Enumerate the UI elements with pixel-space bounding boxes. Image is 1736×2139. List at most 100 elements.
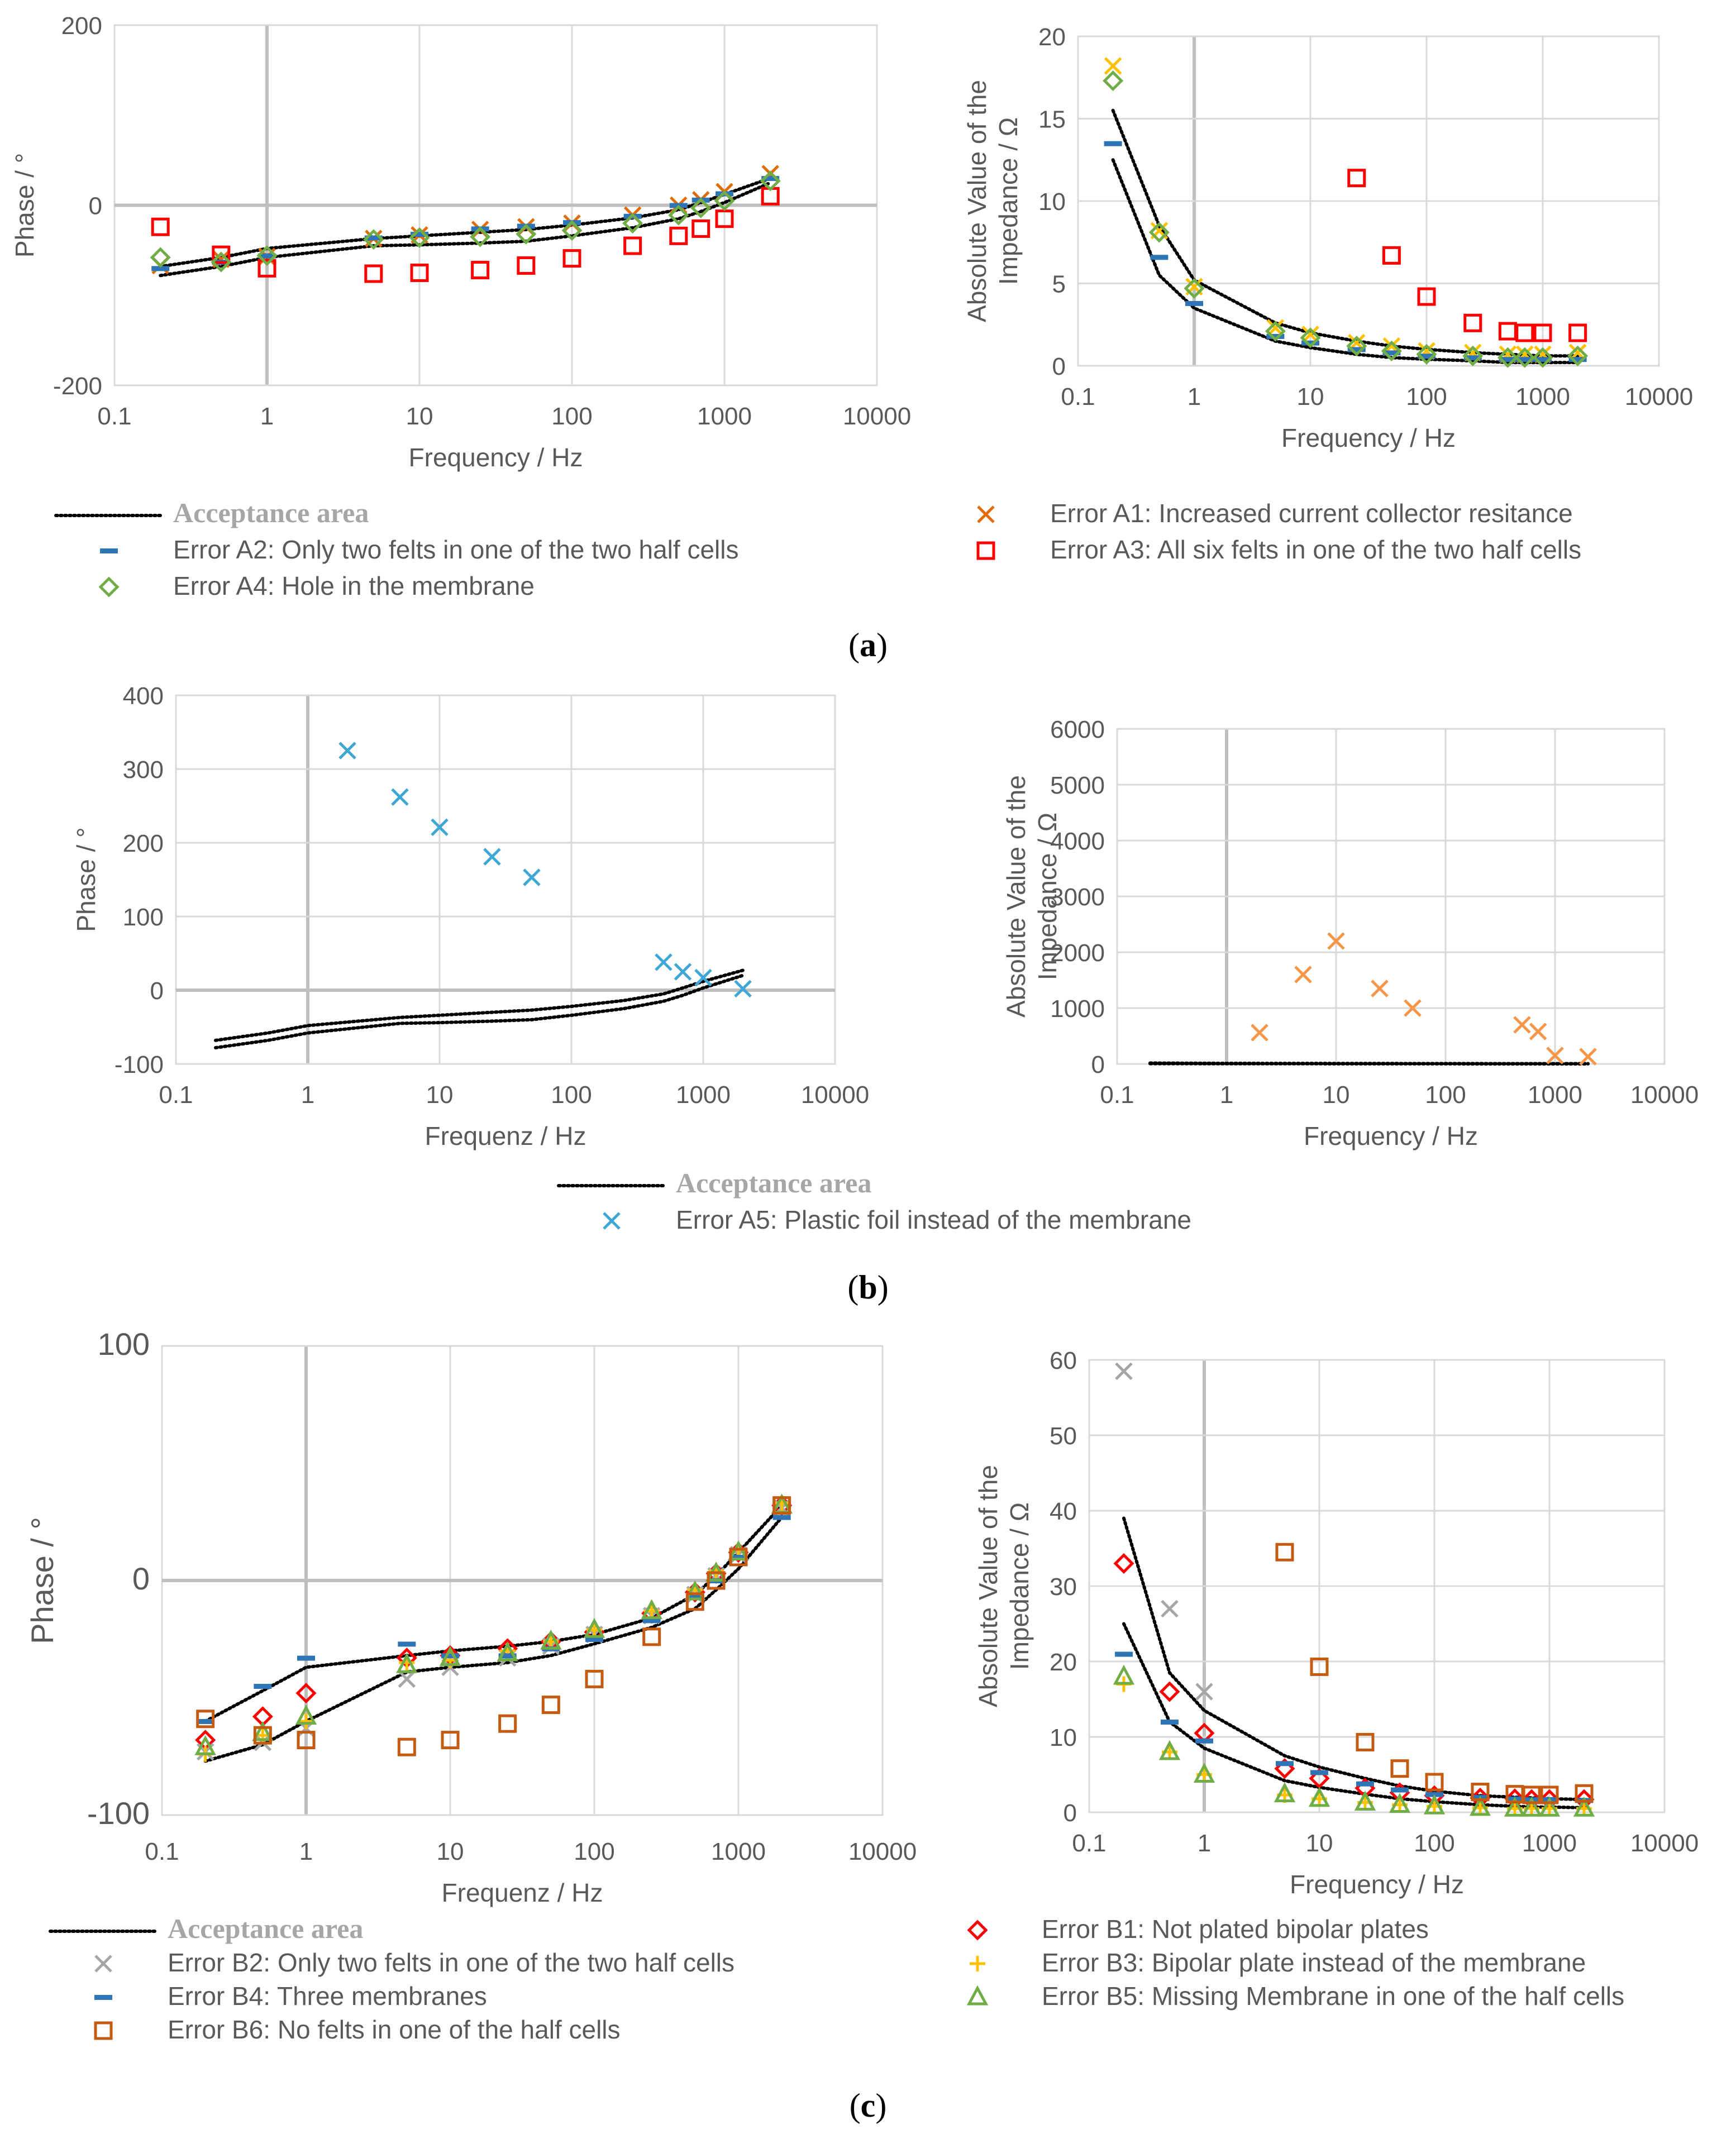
legend-b: Acceptance area Error A5: Plastic foil in… bbox=[557, 1167, 1191, 1234]
data-point-A3 bbox=[517, 256, 536, 275]
data-point-B6 bbox=[642, 1627, 661, 1646]
data-point-A4 bbox=[1346, 336, 1367, 357]
data-point-B3 bbox=[298, 1713, 314, 1729]
x-tick-label: 10000 bbox=[848, 1838, 917, 1865]
y-tick-label: -100 bbox=[115, 1051, 164, 1078]
legend-item-B3: Error B3: Bipolar plate instead of the m… bbox=[970, 1948, 1586, 1977]
y-tick-label: 0 bbox=[132, 1561, 150, 1596]
data-point-B6 bbox=[253, 1726, 272, 1745]
data-point-A4 bbox=[690, 197, 712, 218]
y-tick-label: -200 bbox=[53, 373, 102, 400]
legend-marker-A5 bbox=[603, 1212, 621, 1230]
y-tick-label: 300 bbox=[123, 756, 164, 784]
y-tick-label: 20 bbox=[1038, 23, 1066, 51]
x-axis-title: Frequency / Hz bbox=[1281, 423, 1456, 452]
plot-area bbox=[175, 694, 836, 1065]
y-axis-title: Absolute Value of theImpedance / Ω bbox=[1001, 775, 1062, 1018]
x-tick-label: 10000 bbox=[1630, 1081, 1699, 1109]
data-point-A2 bbox=[1534, 357, 1552, 362]
legend-label: Error A1: Increased current collector re… bbox=[1050, 499, 1573, 528]
x-tick-label: 1 bbox=[299, 1838, 313, 1865]
data-point-B6 bbox=[1471, 1783, 1490, 1802]
data-point-B4 bbox=[1390, 1787, 1409, 1793]
data-point-A3 bbox=[212, 245, 231, 264]
y-tick-label: 0 bbox=[89, 193, 102, 220]
data-point-A5 bbox=[483, 848, 501, 866]
data-point-B4 bbox=[1275, 1761, 1294, 1766]
x-tick-label: 1 bbox=[1198, 1830, 1211, 1857]
data-point-A5 bbox=[1529, 1023, 1547, 1040]
data-point-B1 bbox=[1113, 1553, 1134, 1574]
x-tick-label: 1000 bbox=[1515, 383, 1570, 410]
legend-marker-A3 bbox=[976, 541, 995, 560]
legend-item-B1: Error B1: Not plated bipolar plates bbox=[967, 1914, 1429, 1944]
data-point-B6 bbox=[397, 1737, 416, 1756]
data-point-A2 bbox=[761, 176, 780, 182]
chart-c-phase: 0.1 1 10 100 1000 10000 -100 0 100 Frequenz / Hz P… bbox=[25, 1326, 917, 1907]
data-point-A2 bbox=[1382, 350, 1401, 356]
x-tick-label: 10 bbox=[437, 1838, 464, 1865]
data-point-A5 bbox=[734, 980, 752, 998]
data-point-B6 bbox=[297, 1731, 316, 1750]
x-axis-title: Frequenz / Hz bbox=[442, 1878, 603, 1907]
y-tick-label: 5000 bbox=[1050, 772, 1105, 799]
data-point-A1 bbox=[1104, 57, 1122, 75]
legend-marker-B3 bbox=[970, 1956, 985, 1971]
data-point-A2 bbox=[1150, 255, 1169, 260]
data-point-B5 bbox=[1520, 1796, 1543, 1817]
legend-item-B5: Error B5: Missing Membrane in one of the… bbox=[966, 1982, 1624, 2011]
series-B1 bbox=[195, 1495, 793, 1751]
chart-b-impedance: 0.1 1 10 100 1000 10000 0 1000 2000 3000 4000 5000 6… bbox=[1001, 716, 1699, 1150]
legend-label: Error B3: Bipolar plate instead of the m… bbox=[1042, 1948, 1586, 1977]
y-tick-label: 4000 bbox=[1050, 828, 1105, 855]
data-point-B5 bbox=[194, 1735, 216, 1755]
data-point-B5 bbox=[1274, 1782, 1296, 1803]
y-tick-label: 0 bbox=[150, 977, 164, 1005]
data-point-A5 bbox=[694, 968, 712, 987]
data-point-B5 bbox=[583, 1617, 605, 1638]
data-point-A4 bbox=[256, 245, 278, 266]
series-A2 bbox=[1104, 141, 1587, 362]
legend-label: Acceptance area bbox=[168, 1913, 363, 1944]
y-axis-title: Phase / ° bbox=[10, 153, 39, 257]
y-tick-label: 15 bbox=[1038, 106, 1066, 133]
x-axis-title: Frequency / Hz bbox=[1290, 1870, 1464, 1899]
series-B6 bbox=[1275, 1543, 1594, 1804]
legend-label: Error A3: All six felts in one of the tw… bbox=[1050, 535, 1581, 564]
x-tick-label: 0.1 bbox=[1100, 1081, 1134, 1109]
y-axis-title: Phase / ° bbox=[25, 1517, 60, 1644]
data-point-A5 bbox=[1404, 999, 1422, 1017]
y-tick-label: 1000 bbox=[1050, 995, 1105, 1023]
data-point-B4 bbox=[686, 1594, 704, 1600]
panel-label-b: (b) bbox=[847, 1269, 888, 1306]
y-tick-label: -100 bbox=[87, 1796, 150, 1831]
legend-marker-B2 bbox=[94, 1955, 112, 1973]
legend-label: Error B2: Only two felts in one of the t… bbox=[168, 1948, 735, 1977]
data-point-A4 bbox=[1148, 222, 1170, 243]
x-tick-label: 0.1 bbox=[159, 1081, 193, 1109]
data-point-A4 bbox=[1381, 340, 1402, 361]
data-point-A3 bbox=[1515, 323, 1534, 342]
data-point-B4 bbox=[1115, 1651, 1133, 1657]
data-point-A5 bbox=[1579, 1048, 1597, 1066]
data-point-B4 bbox=[441, 1653, 459, 1659]
data-point-B6 bbox=[1310, 1657, 1329, 1676]
x-tick-label: 1000 bbox=[1522, 1830, 1577, 1857]
data-point-A3 bbox=[471, 261, 490, 280]
x-tick-label: 100 bbox=[551, 1081, 592, 1109]
chart-c-impedance: 0.1 1 10 100 1000 10000 0 10 20 30 40 50 60 Frequency… bbox=[974, 1347, 1699, 1899]
panel-label-c: (c) bbox=[850, 2087, 887, 2124]
data-point-A2 bbox=[1347, 347, 1366, 352]
x-tick-label: 10000 bbox=[801, 1081, 869, 1109]
data-point-A3 bbox=[364, 264, 383, 283]
data-point-B5 bbox=[1308, 1787, 1330, 1807]
data-point-B4 bbox=[254, 1684, 272, 1689]
x-tick-label: 100 bbox=[1406, 383, 1447, 410]
acceptance-upper-curve bbox=[1111, 108, 1580, 358]
y-tick-label: 10 bbox=[1050, 1724, 1077, 1751]
legend-item-A5: Error A5: Plastic foil instead of the me… bbox=[603, 1205, 1191, 1234]
y-tick-label: 0 bbox=[1063, 1799, 1077, 1827]
data-point-B5 bbox=[540, 1629, 562, 1650]
y-tick-label: 60 bbox=[1050, 1347, 1077, 1374]
